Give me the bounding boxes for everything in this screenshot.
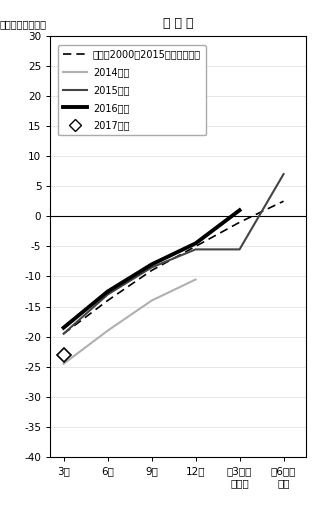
Title: 全 産 業: 全 産 業 [163,17,193,30]
Text: （前年度比、％）: （前年度比、％） [0,19,46,29]
Legend: 過去（2000－2015年度）の平均, 2014年度, 2015年度, 2016年度, 2017年度: 過去（2000－2015年度）の平均, 2014年度, 2015年度, 2016… [58,45,206,136]
